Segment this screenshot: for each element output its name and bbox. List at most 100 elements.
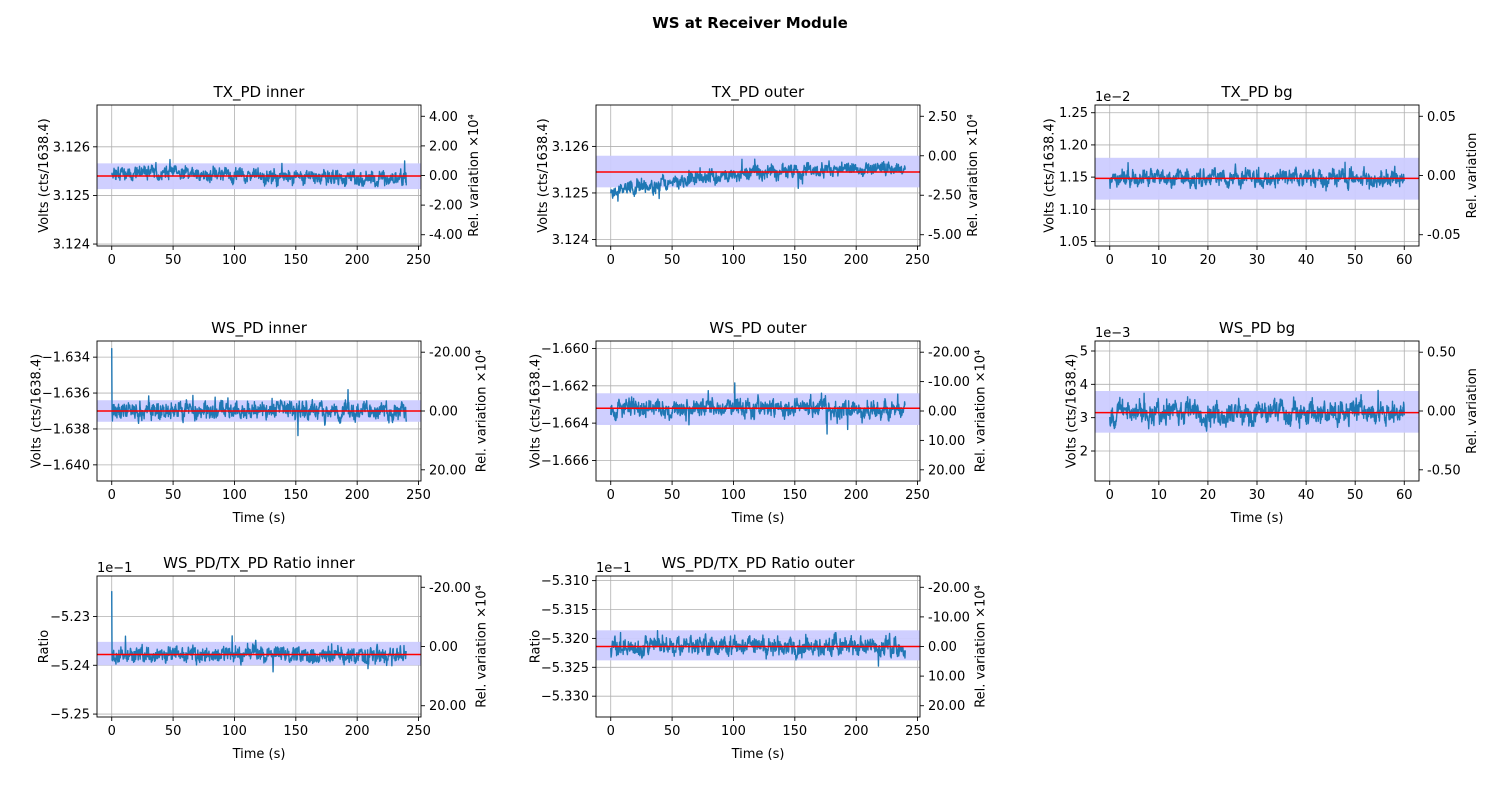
y2-tick-label: -10.00 bbox=[928, 610, 970, 625]
panel-3: 0 50 100 150 200 250 −1.640 −1.638 −1.636 −1.634 -… bbox=[30, 319, 490, 526]
panel-title: WS_PD/TX_PD Ratio inner bbox=[163, 554, 355, 573]
panel-5: 0 10 20 30 40 50 60 2 3 4 5 0.50 0.00 -0.50 WS_PD bg 1e… bbox=[1065, 319, 1480, 526]
x-tick-label: 200 bbox=[844, 488, 869, 503]
x-tick-label: 0 bbox=[607, 724, 615, 739]
y2-tick-label: 2.00 bbox=[429, 139, 458, 154]
x-tick-label: 40 bbox=[1298, 253, 1315, 268]
panel-title: TX_PD inner bbox=[213, 83, 306, 102]
panel-1: 0 50 100 150 200 250 3.124 3.125 3.126 2.50 0.00 -2… bbox=[536, 83, 981, 268]
y2-tick-label: -0.05 bbox=[1427, 228, 1461, 243]
y-tick-label: −5.23 bbox=[50, 610, 90, 625]
signal-line bbox=[111, 348, 407, 437]
x-tick-label: 20 bbox=[1200, 253, 1217, 268]
y2-tick-label: 10.00 bbox=[928, 434, 965, 449]
x-tick-label: 200 bbox=[844, 253, 869, 268]
y-axis-label: Volts (cts/1638.4) bbox=[30, 354, 45, 468]
y-tick-label: −5.24 bbox=[50, 659, 90, 674]
y2-tick-label: 0.00 bbox=[429, 640, 458, 655]
y2-tick-label: 4.00 bbox=[429, 110, 458, 125]
x-tick-label: 0 bbox=[108, 253, 116, 268]
x-tick-label: 150 bbox=[283, 724, 308, 739]
panel-title: WS_PD outer bbox=[709, 319, 807, 338]
y2-tick-label: 20.00 bbox=[928, 463, 965, 478]
y2-tick-label: -20.00 bbox=[928, 581, 970, 596]
x-tick-label: 0 bbox=[108, 488, 116, 503]
y-tick-label: −5.25 bbox=[50, 708, 90, 723]
y2-axis-label: Rel. variation ×10⁴ bbox=[474, 585, 489, 708]
x-tick-label: 100 bbox=[721, 488, 746, 503]
y-axis-label: Volts (cts/1638.4) bbox=[37, 118, 52, 232]
y2-axis-label: Rel. variation ×10⁴ bbox=[467, 114, 482, 237]
panel-title: TX_PD bg bbox=[1220, 83, 1292, 102]
x-tick-label: 100 bbox=[721, 253, 746, 268]
x-tick-label: 50 bbox=[664, 253, 681, 268]
x-tick-label: 50 bbox=[1347, 488, 1364, 503]
y2-axis-label: Rel. variation bbox=[1465, 133, 1480, 219]
x-tick-label: 60 bbox=[1396, 253, 1413, 268]
x-tick-label: 30 bbox=[1249, 488, 1266, 503]
y2-tick-label: 0.00 bbox=[928, 640, 957, 655]
y-tick-label: 1.25 bbox=[1059, 106, 1088, 121]
x-tick-label: 200 bbox=[345, 724, 370, 739]
y-tick-label: 3 bbox=[1080, 411, 1088, 426]
panel-title: TX_PD outer bbox=[711, 83, 805, 102]
x-axis-label: Time (s) bbox=[731, 511, 785, 526]
y-tick-label: 1.15 bbox=[1059, 171, 1088, 186]
x-tick-label: 50 bbox=[664, 724, 681, 739]
x-tick-label: 0 bbox=[108, 724, 116, 739]
y-tick-label: 1.10 bbox=[1059, 203, 1088, 218]
panel-title: WS_PD bg bbox=[1219, 319, 1295, 338]
panel-title: WS_PD/TX_PD Ratio outer bbox=[661, 554, 855, 573]
y2-tick-label: -10.00 bbox=[928, 375, 970, 390]
y2-tick-label: -2.50 bbox=[928, 189, 962, 204]
y2-tick-label: -20.00 bbox=[429, 581, 471, 596]
y-axis-label: Volts (cts/1638.4) bbox=[536, 118, 551, 232]
y2-tick-label: 20.00 bbox=[928, 699, 965, 714]
axes-frame bbox=[595, 104, 921, 247]
y-tick-label: 5 bbox=[1080, 345, 1088, 360]
y2-axis-label: Rel. variation ×10⁴ bbox=[973, 350, 988, 473]
y-tick-label: −1.662 bbox=[541, 379, 589, 394]
x-tick-label: 150 bbox=[283, 488, 308, 503]
x-tick-label: 200 bbox=[345, 488, 370, 503]
y2-axis-label: Rel. variation bbox=[1465, 368, 1480, 454]
panel-2: 0 10 20 30 40 50 60 1.05 1.10 1.15 1.20 1.25 0.05 0.0… bbox=[1042, 83, 1480, 268]
y-offset-label: 1e−1 bbox=[596, 561, 631, 576]
x-tick-label: 20 bbox=[1200, 488, 1217, 503]
x-axis-label: Time (s) bbox=[1230, 511, 1284, 526]
y-tick-label: −1.666 bbox=[541, 454, 589, 469]
y2-tick-label: -2.00 bbox=[429, 199, 463, 214]
y-tick-label: 1.20 bbox=[1059, 138, 1088, 153]
y-tick-label: 3.125 bbox=[552, 186, 589, 201]
y-offset-label: 1e−2 bbox=[1095, 90, 1130, 105]
x-tick-label: 60 bbox=[1396, 488, 1413, 503]
y2-tick-label: 2.50 bbox=[928, 110, 957, 125]
x-tick-label: 50 bbox=[1347, 253, 1364, 268]
y2-tick-label: 0.00 bbox=[1427, 169, 1456, 184]
y2-tick-label: 0.00 bbox=[928, 405, 957, 420]
x-tick-label: 0 bbox=[607, 253, 615, 268]
x-axis-label: Time (s) bbox=[232, 747, 286, 762]
y2-tick-label: -4.00 bbox=[429, 228, 463, 243]
y2-tick-label: -0.50 bbox=[1427, 463, 1461, 478]
y-offset-label: 1e−1 bbox=[97, 561, 132, 576]
y2-axis-label: Rel. variation ×10⁴ bbox=[973, 585, 988, 708]
x-tick-label: 50 bbox=[165, 253, 182, 268]
y2-tick-label: -5.00 bbox=[928, 228, 962, 243]
x-axis-label: Time (s) bbox=[232, 511, 286, 526]
x-tick-label: 250 bbox=[406, 488, 431, 503]
x-tick-label: 100 bbox=[721, 724, 746, 739]
y-tick-label: −1.636 bbox=[42, 387, 90, 402]
x-tick-label: 150 bbox=[283, 253, 308, 268]
y-tick-label: 3.124 bbox=[53, 238, 90, 253]
x-tick-label: 100 bbox=[222, 724, 247, 739]
y-tick-label: −1.640 bbox=[42, 458, 90, 473]
panel-7: 0 50 100 150 200 250 −5.330 −5.325 −5.320 −5.315 −… bbox=[529, 554, 989, 762]
y2-tick-label: 0.00 bbox=[429, 169, 458, 184]
y-tick-label: −5.325 bbox=[541, 661, 589, 676]
x-tick-label: 0 bbox=[607, 488, 615, 503]
panel-4: 0 50 100 150 200 250 −1.666 −1.664 −1.662 −1.660 -… bbox=[529, 319, 989, 526]
x-tick-label: 200 bbox=[345, 253, 370, 268]
x-tick-label: 150 bbox=[782, 724, 807, 739]
